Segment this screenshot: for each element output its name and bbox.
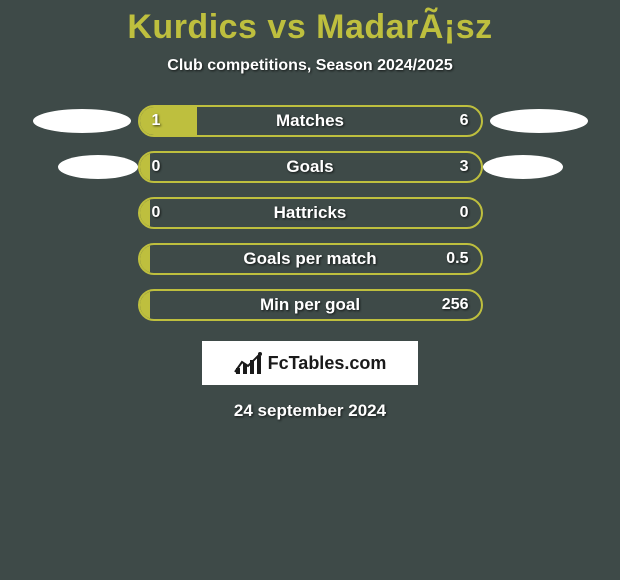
footer-date: 24 september 2024 (234, 401, 386, 421)
stat-right-value: 0 (448, 199, 481, 227)
right-badge-1 (490, 109, 588, 133)
stat-bar-fill (140, 291, 150, 319)
left-badge-1 (33, 109, 131, 133)
stat-bar-fill (140, 245, 150, 273)
stat-bar: 1Matches6 (138, 105, 483, 137)
logo-chart-icon (234, 352, 262, 374)
stat-right-value: 256 (430, 291, 481, 319)
body-row: 1Matches60Goals30Hattricks0Goals per mat… (0, 105, 620, 321)
stat-label: Hattricks (140, 199, 481, 227)
left-side-col (18, 105, 138, 179)
stat-label: Min per goal (140, 291, 481, 319)
stat-right-value: 3 (448, 153, 481, 181)
stat-right-value: 6 (448, 107, 481, 135)
logo-box: FcTables.com (202, 341, 418, 385)
logo-text: FcTables.com (268, 353, 387, 374)
stat-right-value: 0.5 (434, 245, 480, 273)
stat-bar-fill (140, 107, 198, 135)
logo-barlet (250, 360, 254, 374)
page-title: Kurdics vs MadarÃ¡sz (127, 8, 492, 47)
stat-bar: Min per goal256 (138, 289, 483, 321)
logo-barlet (243, 364, 247, 374)
page-subtitle: Club competitions, Season 2024/2025 (167, 57, 452, 75)
right-badge-2 (483, 155, 563, 179)
root: Kurdics vs MadarÃ¡sz Club competitions, … (0, 0, 620, 421)
stat-bar-fill (140, 199, 150, 227)
logo-barlet (257, 356, 261, 374)
stat-bar: Goals per match0.5 (138, 243, 483, 275)
stat-label: Goals (140, 153, 481, 181)
right-side-col (483, 105, 603, 179)
logo-barlet (236, 368, 240, 374)
stat-bar: 0Hattricks0 (138, 197, 483, 229)
stat-bar-fill (140, 153, 150, 181)
stat-bars: 1Matches60Goals30Hattricks0Goals per mat… (138, 105, 483, 321)
left-badge-2 (58, 155, 138, 179)
stat-label: Goals per match (140, 245, 481, 273)
stat-bar: 0Goals3 (138, 151, 483, 183)
